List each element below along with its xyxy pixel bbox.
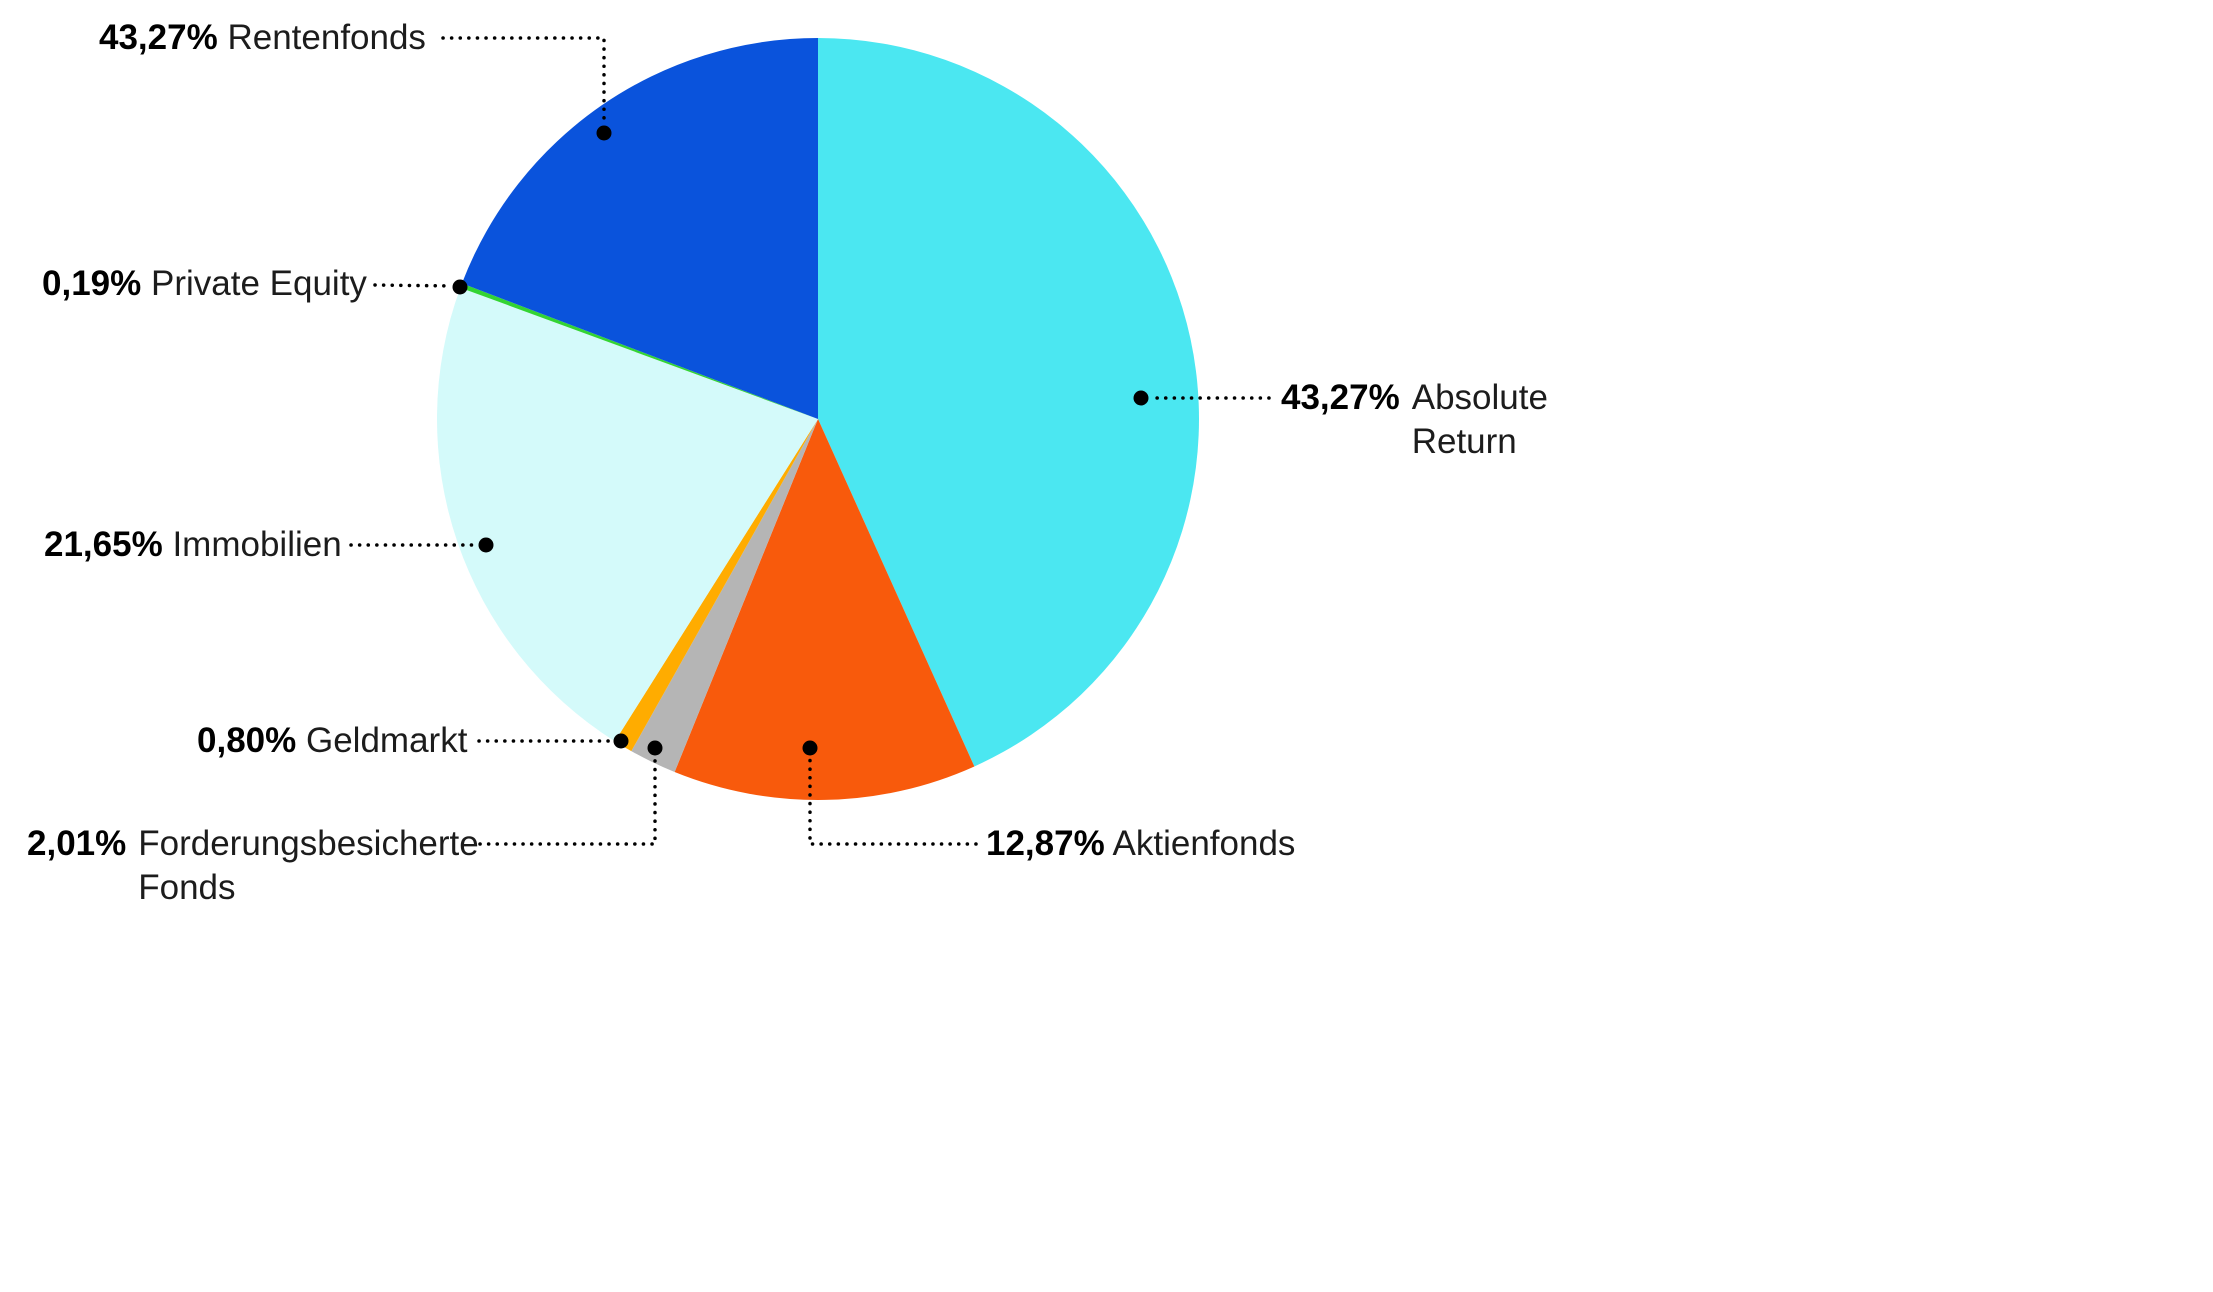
label-aktienfonds-name: Aktienfonds	[1112, 824, 1296, 863]
leader-dot-private-equity	[452, 279, 468, 295]
label-geldmarkt-name: Geldmarkt	[305, 721, 468, 760]
label-forderungsbesicherte-fonds-name: Forderungsbesicherte Fonds	[138, 824, 479, 907]
leader-line-aktienfonds	[808, 755, 978, 846]
label-immobilien-percent: 21,65%	[44, 525, 163, 564]
label-immobilien: 21,65% Immobilien	[44, 523, 342, 567]
leader-dot-aktienfonds	[802, 740, 818, 756]
label-rentenfonds: 43,27% Rentenfonds	[99, 16, 426, 60]
pie-slice-private-equity	[460, 283, 818, 419]
label-forderungsbesicherte-fonds: 2,01% Forderungsbesicherte Fonds	[27, 822, 498, 910]
label-private-equity-name: Private Equity	[150, 264, 367, 303]
pie-slice-absolute-return	[818, 38, 1199, 767]
pie-slice-rentenfonds	[461, 38, 818, 419]
leader-dot-rentenfonds	[596, 125, 612, 141]
label-rentenfonds-name: Rentenfonds	[227, 18, 426, 57]
pie-slice-aktienfonds	[674, 419, 975, 801]
leader-dot-immobilien	[478, 537, 494, 553]
label-absolute-return: 43,27% Absolute Return	[1281, 376, 1567, 464]
label-aktienfonds-percent: 12,87%	[986, 824, 1105, 863]
leader-line-rentenfonds	[441, 36, 606, 128]
label-geldmarkt-percent: 0,80%	[197, 721, 297, 760]
label-rentenfonds-percent: 43,27%	[99, 18, 218, 57]
leader-dot-geldmarkt	[613, 733, 629, 749]
label-aktienfonds: 12,87% Aktienfonds	[986, 822, 1295, 866]
pie-slices	[436, 38, 1199, 801]
pie-slice-geldmarkt	[614, 419, 818, 752]
leader-dot-absolute-return	[1133, 390, 1149, 406]
label-geldmarkt: 0,80% Geldmarkt	[197, 719, 467, 763]
pie-slice-immobilien	[436, 287, 818, 742]
pie-slice-forderungsbesicherte-fonds	[631, 419, 818, 772]
label-private-equity-percent: 0,19%	[42, 264, 142, 303]
label-absolute-return-name: Absolute Return	[1411, 378, 1548, 461]
label-forderungsbesicherte-fonds-percent: 2,01%	[27, 824, 127, 863]
label-absolute-return-percent: 43,27%	[1281, 378, 1400, 417]
leader-line-private-equity	[373, 283, 454, 288]
label-immobilien-name: Immobilien	[172, 525, 342, 564]
leader-dot-forderungsbesicherte	[647, 740, 663, 756]
leader-line-forderungsbesicherte	[478, 755, 657, 846]
label-private-equity: 0,19% Private Equity	[42, 262, 367, 306]
